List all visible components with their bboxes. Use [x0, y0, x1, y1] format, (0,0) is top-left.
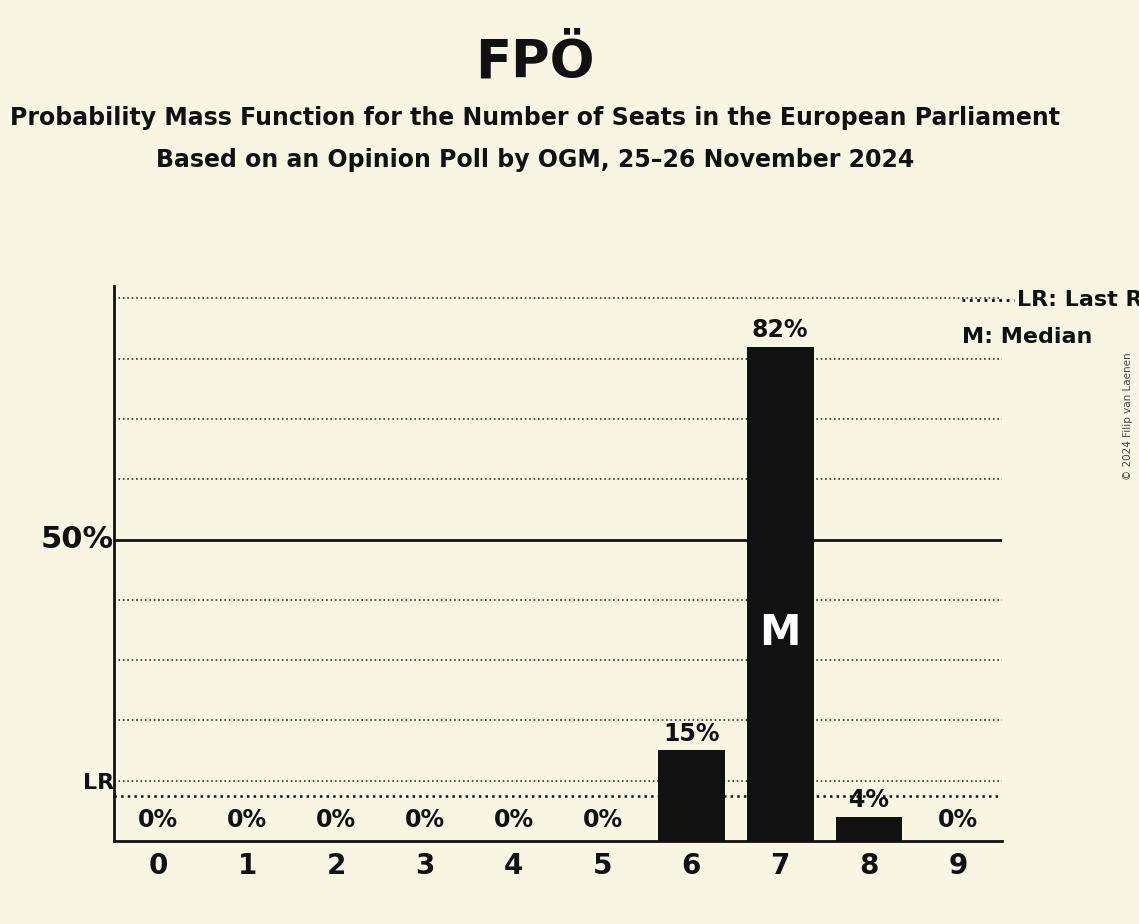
- Text: 15%: 15%: [663, 722, 720, 746]
- Text: 0%: 0%: [138, 808, 179, 832]
- Text: 4%: 4%: [849, 788, 890, 812]
- Text: Based on an Opinion Poll by OGM, 25–26 November 2024: Based on an Opinion Poll by OGM, 25–26 N…: [156, 148, 915, 172]
- Text: FPÖ: FPÖ: [476, 37, 595, 89]
- Bar: [747, 346, 813, 841]
- Text: 0%: 0%: [227, 808, 268, 832]
- Bar: [836, 817, 902, 841]
- Text: 0%: 0%: [493, 808, 534, 832]
- Text: LR: LR: [83, 772, 114, 793]
- Text: Probability Mass Function for the Number of Seats in the European Parliament: Probability Mass Function for the Number…: [10, 106, 1060, 130]
- Text: 50%: 50%: [41, 525, 114, 554]
- Text: M: M: [760, 613, 801, 654]
- Text: LR: Last Result: LR: Last Result: [1017, 290, 1139, 310]
- Text: 0%: 0%: [582, 808, 623, 832]
- Bar: [658, 750, 724, 841]
- Text: © 2024 Filip van Laenen: © 2024 Filip van Laenen: [1123, 352, 1133, 480]
- Text: 0%: 0%: [316, 808, 357, 832]
- Text: 0%: 0%: [937, 808, 978, 832]
- Text: 0%: 0%: [404, 808, 445, 832]
- Text: 82%: 82%: [752, 318, 809, 342]
- Text: M: Median: M: Median: [962, 327, 1092, 347]
